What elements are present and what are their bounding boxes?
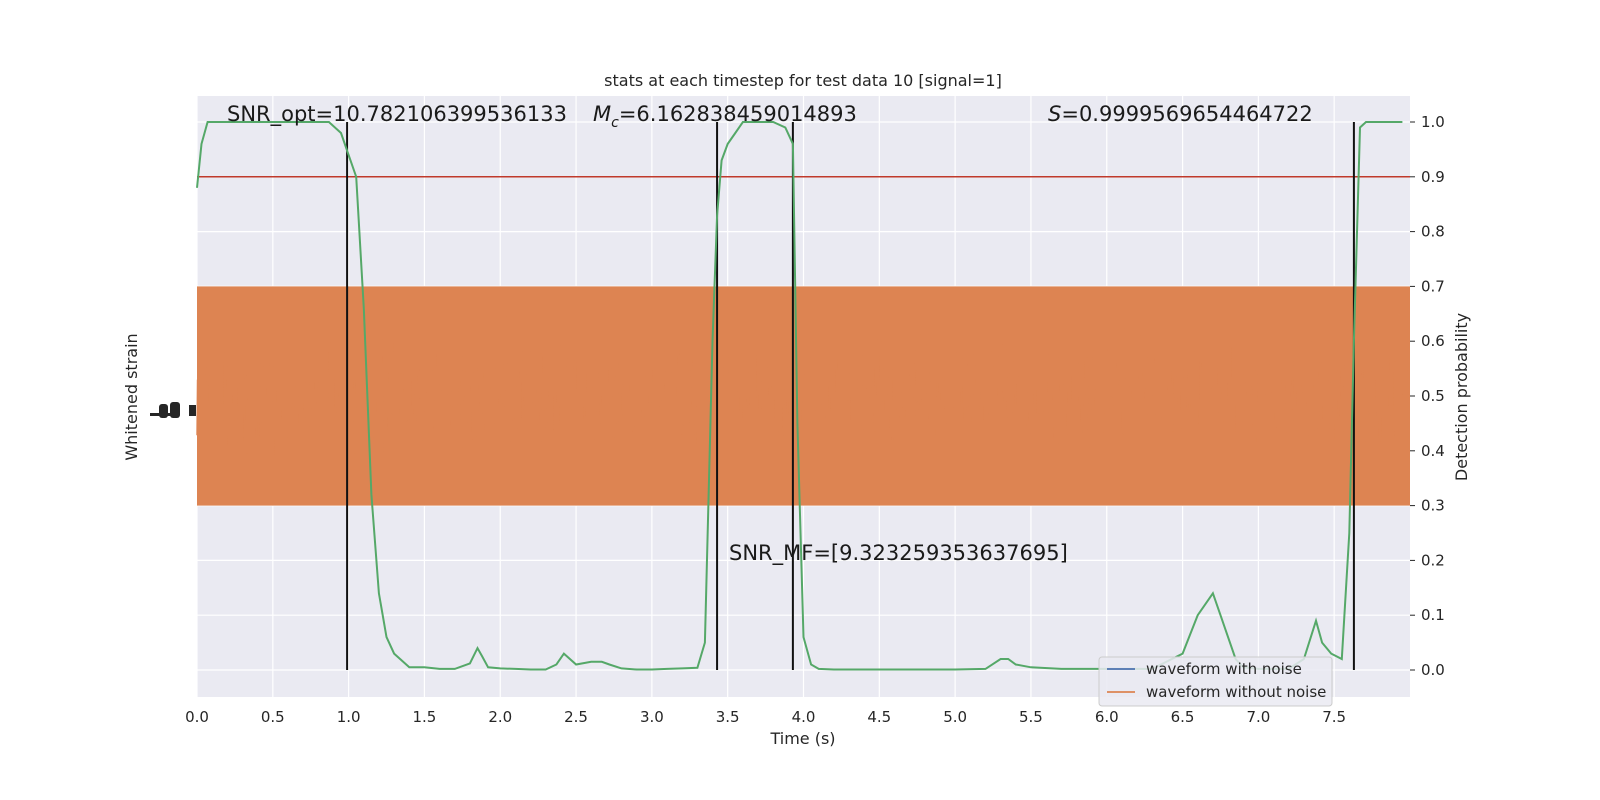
y-axis-label-left: Whitened strain	[122, 333, 141, 460]
x-tick-label: 4.5	[867, 708, 891, 726]
x-tick-label: 5.5	[1019, 708, 1043, 726]
x-tick-label: 0.5	[261, 708, 285, 726]
event-markers	[346, 122, 1355, 670]
y-tick-label: 0.6	[1421, 332, 1445, 350]
x-tick-label: 5.0	[943, 708, 967, 726]
y-tick-label: 1.0	[1421, 113, 1445, 131]
x-tick-label: 6.5	[1171, 708, 1195, 726]
y-tick-label: 0.9	[1421, 168, 1445, 186]
x-tick-label: 2.0	[488, 708, 512, 726]
noise-trace	[196, 310, 1410, 481]
y-tick-label: 0.4	[1421, 442, 1445, 460]
y-tick-label: 0.3	[1421, 497, 1445, 515]
x-tick-label: 7.5	[1322, 708, 1346, 726]
y-tick-label: 0.5	[1421, 387, 1445, 405]
x-axis-label: Time (s)	[769, 729, 835, 748]
x-tick-label: 1.5	[413, 708, 437, 726]
x-tick-label: 2.5	[564, 708, 588, 726]
x-tick-label: 7.0	[1246, 708, 1270, 726]
x-tick-labels: 0.0 0.5 1.0 1.5 2.0 2.5 3.0 3.5 4.0 4.5 5.0 5.5 6.0 6…	[185, 708, 1346, 726]
y-tick-labels-right: 0.0 0.1 0.2 0.3 0.4 0.5 0.6 0.7 0.8 0.9 1.0	[1410, 113, 1445, 679]
x-tick-label: 1.0	[337, 708, 361, 726]
y-tick-label: 0.0	[1421, 661, 1445, 679]
chart-title: stats at each timestep for test data 10 …	[604, 71, 1002, 90]
y-tick-label: 0.7	[1421, 277, 1445, 295]
legend-label-with-noise: waveform with noise	[1146, 660, 1302, 678]
snr-mf-label: SNR_MF=[9.323259353637695]	[729, 541, 1068, 566]
snr-opt-label: SNR_opt=10.782106399536133	[227, 102, 567, 127]
legend: waveform with noise waveform without noi…	[1098, 656, 1333, 707]
y-tick-label: 0.8	[1421, 223, 1445, 241]
x-tick-label: 3.5	[716, 708, 740, 726]
left-axis-ticks-glyph	[150, 402, 196, 418]
score-label: S=0.9999569654464722	[1048, 102, 1313, 126]
y-tick-label: 0.1	[1421, 606, 1445, 624]
legend-label-without-noise: waveform without noise	[1146, 683, 1326, 701]
x-tick-label: 0.0	[185, 708, 209, 726]
waveform-without-noise-series	[196, 286, 1410, 506]
x-tick-label: 3.0	[640, 708, 664, 726]
x-tick-label: 4.0	[792, 708, 816, 726]
chirp-mass-label: Mc=6.162838459014893	[593, 102, 857, 131]
x-tick-label: 6.0	[1095, 708, 1119, 726]
y-tick-label: 0.2	[1421, 551, 1445, 569]
y-axis-label-right: Detection probability	[1452, 313, 1471, 481]
